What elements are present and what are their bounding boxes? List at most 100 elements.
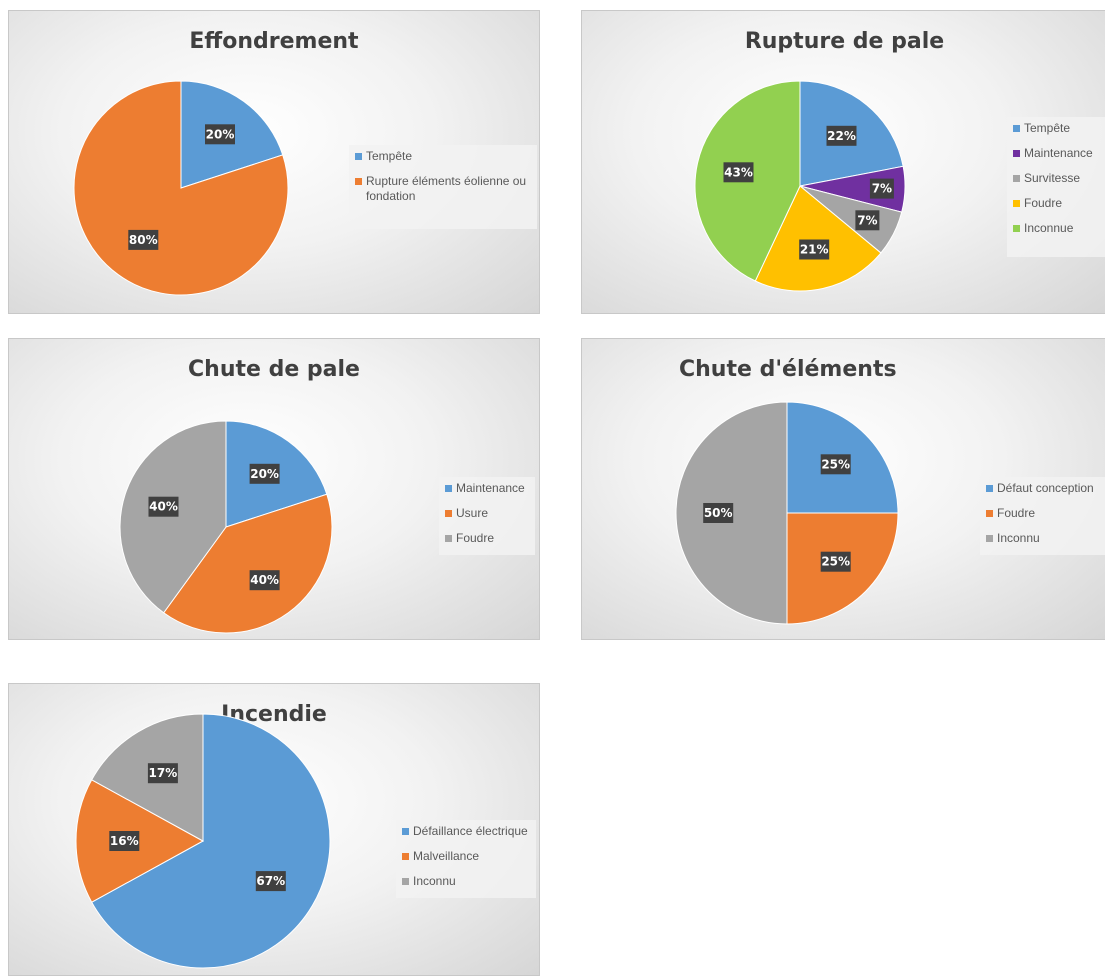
data-label-box bbox=[255, 871, 286, 892]
data-label: 80% bbox=[129, 233, 158, 247]
chart-rupture-de-pale: Rupture de pale 22% 7% 7% 21% 43% Tempête Ma… bbox=[581, 10, 1105, 314]
pie-slice bbox=[75, 779, 205, 903]
legend-swatch bbox=[1013, 175, 1020, 182]
legend-item: Tempête bbox=[1013, 121, 1101, 136]
data-label-box bbox=[148, 496, 179, 517]
legend-item: Maintenance bbox=[1013, 146, 1101, 161]
legend-swatch bbox=[986, 510, 993, 517]
legend: Tempête Maintenance Survitesse Foudre In… bbox=[1007, 117, 1105, 257]
legend-label: Tempête bbox=[366, 149, 413, 163]
legend-swatch bbox=[355, 153, 362, 160]
pie-slice bbox=[162, 493, 333, 634]
data-label: 67% bbox=[256, 874, 285, 888]
legend-swatch bbox=[445, 485, 452, 492]
data-label: 7% bbox=[857, 213, 877, 227]
data-label: 25% bbox=[821, 555, 850, 569]
data-label: 16% bbox=[110, 834, 139, 848]
legend-label: Maintenance bbox=[456, 481, 525, 495]
pie-slice bbox=[754, 185, 882, 292]
legend-label: Foudre bbox=[456, 531, 495, 545]
pie-slice bbox=[119, 420, 227, 614]
legend-item: Défaillance électrique bbox=[402, 824, 530, 839]
data-label: 40% bbox=[149, 500, 178, 514]
legend-swatch bbox=[445, 535, 452, 542]
legend-label: Inconnu bbox=[997, 531, 1040, 545]
legend-label: Foudre bbox=[997, 506, 1036, 520]
chart-title: Chute de pale bbox=[188, 357, 360, 382]
chart-effondrement: Effondrement 20% 80% Tempête Rupture élém… bbox=[8, 10, 540, 314]
legend-item: Foudre bbox=[986, 506, 1102, 521]
data-label-box bbox=[703, 503, 734, 523]
data-label-box bbox=[205, 124, 235, 145]
pie-slice bbox=[73, 80, 289, 296]
legend-swatch bbox=[1013, 200, 1020, 207]
legend-label: Tempête bbox=[1024, 121, 1071, 135]
legend: Maintenance Usure Foudre bbox=[439, 477, 535, 555]
data-label: 20% bbox=[206, 127, 235, 141]
legend-item: Malveillance bbox=[402, 849, 530, 864]
legend-swatch bbox=[402, 828, 409, 835]
data-label-box bbox=[799, 239, 830, 260]
legend-item: Inconnu bbox=[986, 531, 1102, 546]
data-label-box bbox=[855, 210, 880, 231]
chart-title: Effondrement bbox=[189, 29, 359, 54]
legend-swatch bbox=[986, 535, 993, 542]
data-label: 25% bbox=[821, 457, 850, 471]
legend-item: Inconnu bbox=[402, 874, 530, 889]
pie-incendie: 67% 16% 17% bbox=[75, 713, 331, 969]
legend-label: Inconnu bbox=[413, 874, 456, 888]
data-label-box bbox=[723, 162, 754, 183]
data-label-box bbox=[249, 463, 280, 484]
legend-item: Usure bbox=[445, 506, 529, 521]
legend-swatch bbox=[402, 878, 409, 885]
legend-swatch bbox=[986, 485, 993, 492]
data-label-box bbox=[128, 229, 159, 250]
legend-label: Maintenance bbox=[1024, 146, 1093, 160]
legend-label: Rupture éléments éolienne ou fondation bbox=[366, 174, 527, 203]
data-label-box bbox=[820, 454, 851, 475]
data-label: 7% bbox=[872, 182, 892, 196]
data-label: 43% bbox=[724, 165, 753, 179]
legend-label: Foudre bbox=[1024, 196, 1063, 210]
legend-swatch bbox=[402, 853, 409, 860]
pie-rupture-de-pale: 22% 7% 7% 21% 43% bbox=[694, 80, 906, 292]
data-label-box bbox=[147, 763, 178, 784]
data-label: 22% bbox=[827, 129, 856, 143]
chart-title: Rupture de pale bbox=[744, 29, 945, 54]
data-label: 21% bbox=[800, 243, 829, 257]
legend-item: Survitesse bbox=[1013, 171, 1101, 186]
legend-item: Foudre bbox=[445, 531, 529, 546]
pie-slice bbox=[91, 713, 204, 842]
legend-swatch bbox=[1013, 150, 1020, 157]
legend: Tempête Rupture éléments éolienne ou fon… bbox=[349, 145, 537, 229]
legend-swatch bbox=[355, 178, 362, 185]
data-label-box bbox=[820, 551, 851, 572]
legend-item: Inconnue bbox=[1013, 221, 1101, 236]
legend-label: Survitesse bbox=[1024, 171, 1081, 185]
data-label: 50% bbox=[704, 506, 733, 520]
legend-label: Usure bbox=[456, 506, 489, 520]
data-label: 20% bbox=[250, 467, 279, 481]
data-label: 40% bbox=[250, 573, 279, 587]
legend: Défaut conception Foudre Inconnu bbox=[980, 477, 1105, 555]
pie-chute-d-elements: 25% 25% 50% bbox=[675, 401, 899, 625]
chart-incendie: Incendie 67% 16% 17% Défaillance électriqu… bbox=[8, 683, 540, 976]
legend-item: Rupture éléments éolienne ou fondation bbox=[355, 174, 531, 204]
pie-slice bbox=[91, 713, 331, 969]
legend-label: Défaillance électrique bbox=[413, 824, 528, 838]
legend-item: Foudre bbox=[1013, 196, 1101, 211]
data-label-box bbox=[826, 125, 857, 146]
chart-chute-d-elements: Chute d'éléments 25% 25% 50% Défaut concep… bbox=[581, 338, 1105, 640]
legend-item: Tempête bbox=[355, 149, 531, 164]
legend: Défaillance électrique Malveillance Inco… bbox=[396, 820, 536, 898]
legend-label: Défaut conception bbox=[997, 481, 1094, 495]
data-label-box bbox=[869, 178, 894, 199]
data-label-box bbox=[249, 570, 280, 591]
data-label: 17% bbox=[149, 766, 178, 780]
legend-swatch bbox=[1013, 125, 1020, 132]
pie-chute-de-pale: 20% 40% 40% bbox=[119, 420, 333, 634]
legend-item: Maintenance bbox=[445, 481, 529, 496]
data-label-box bbox=[109, 831, 140, 851]
chart-title: Chute d'éléments bbox=[679, 357, 897, 382]
legend-swatch bbox=[1013, 225, 1020, 232]
